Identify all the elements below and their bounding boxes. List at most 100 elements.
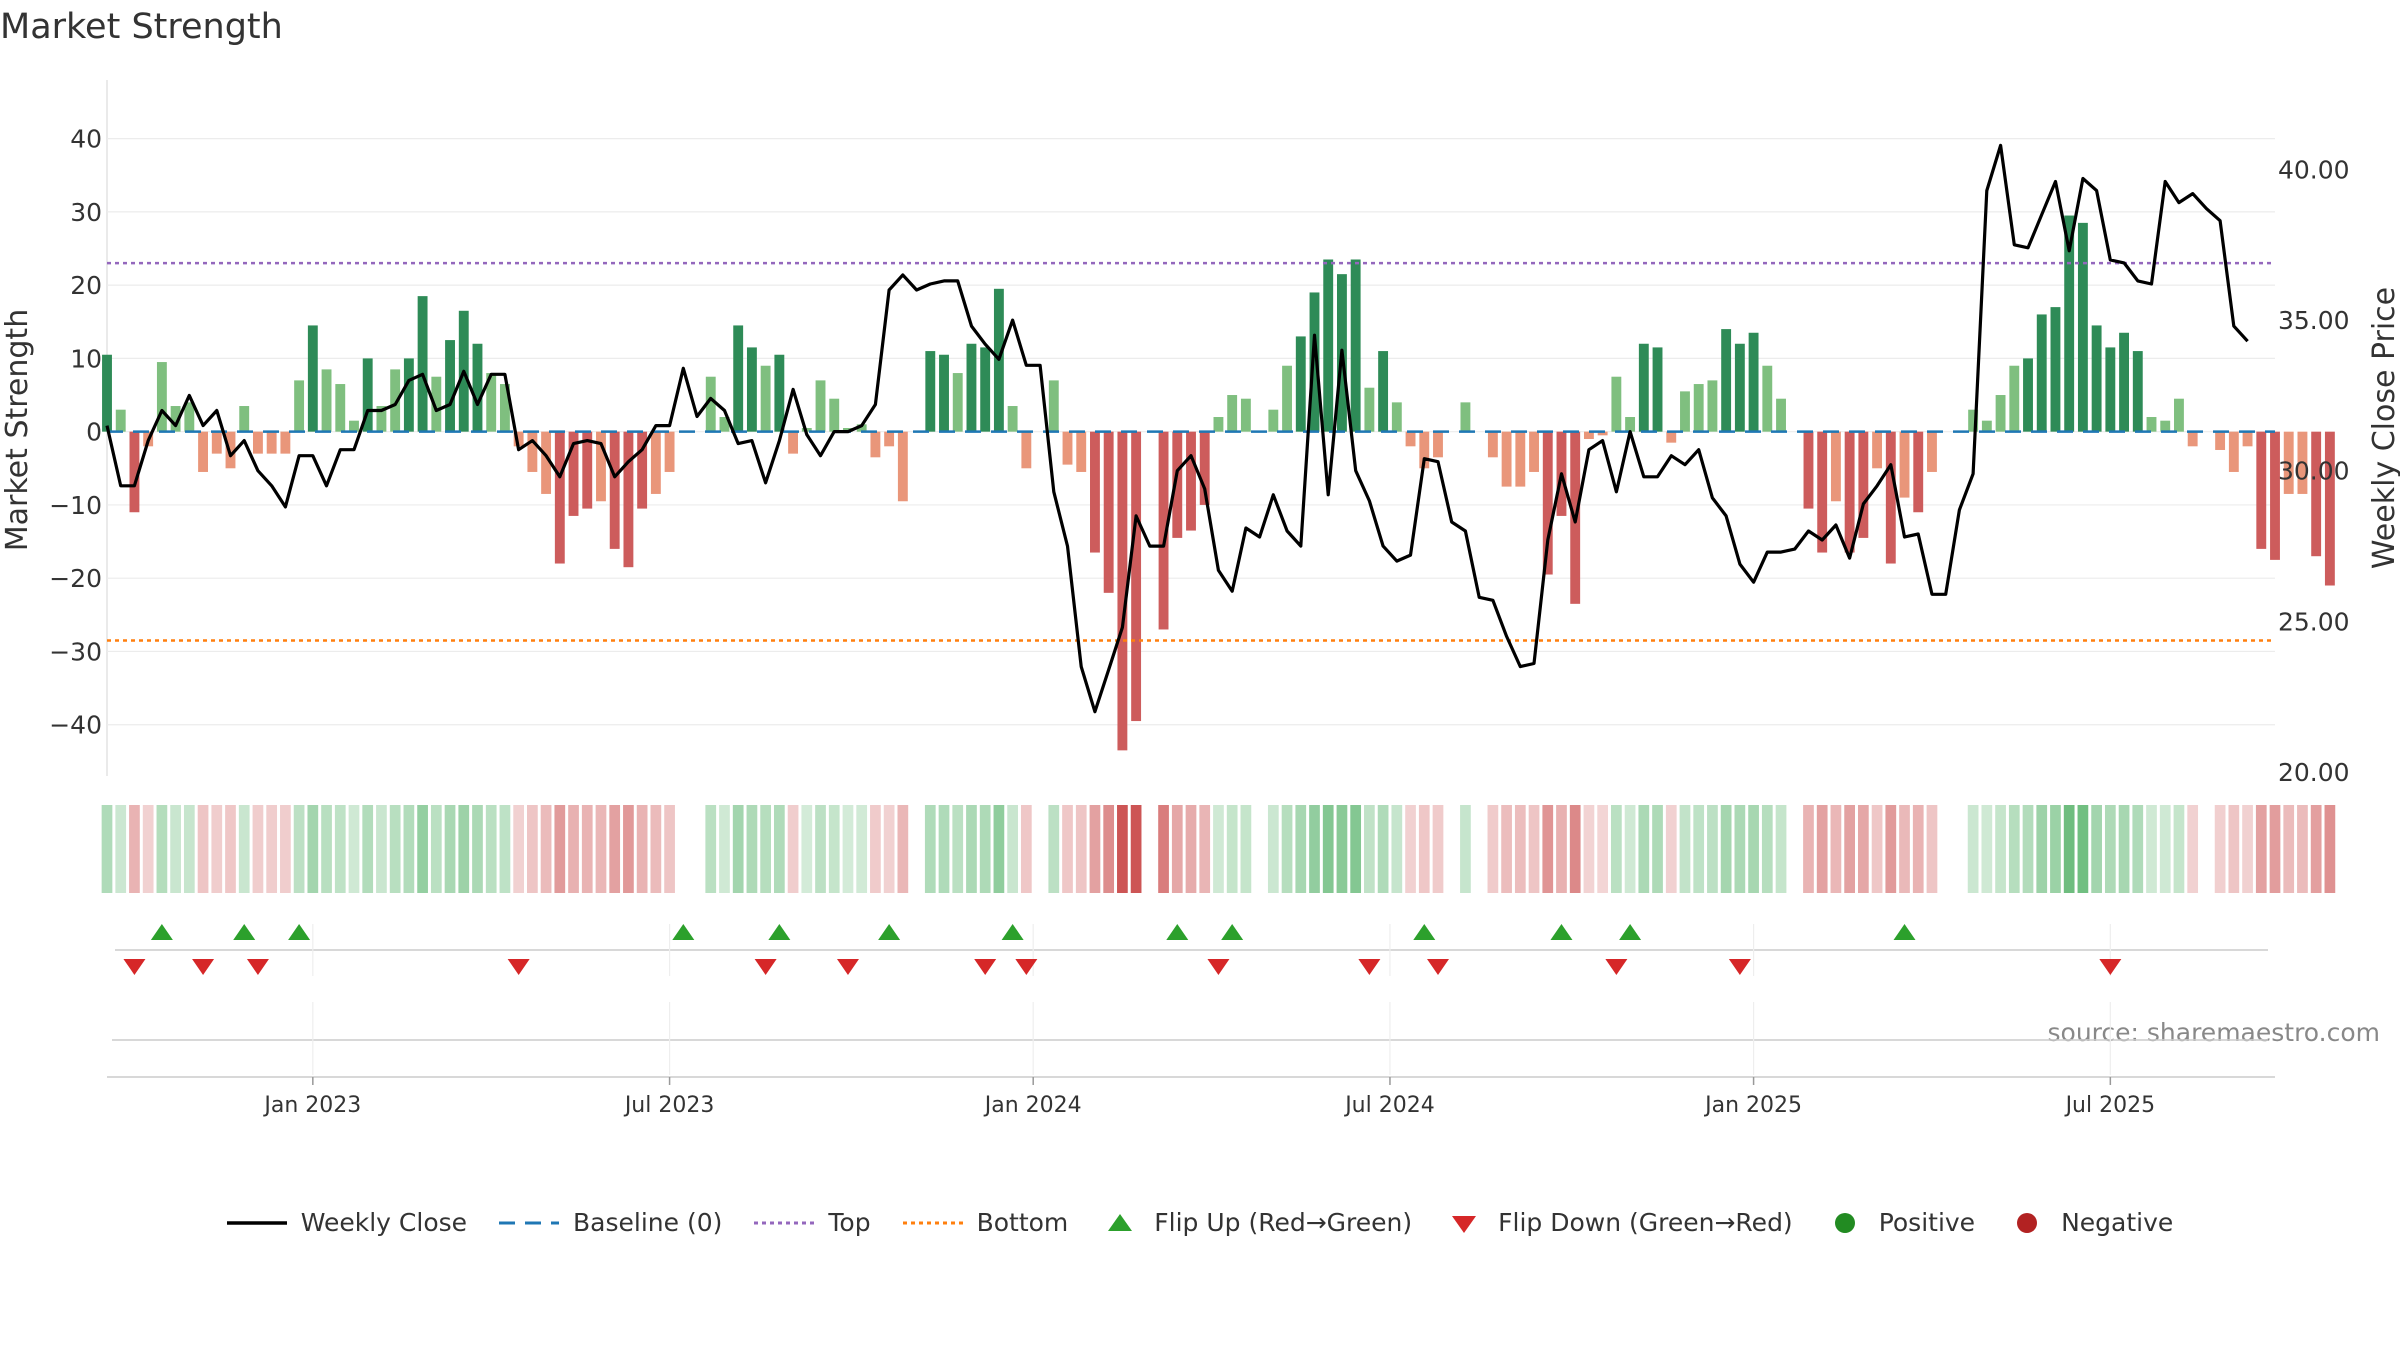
- y-left-tick-label: −30: [49, 637, 102, 666]
- strength-bar: [897, 431, 908, 502]
- heat-strip-cell: [485, 805, 497, 893]
- strength-bar: [1583, 431, 1594, 439]
- heat-strip-cell: [1377, 805, 1389, 893]
- strength-bar: [1748, 332, 1759, 432]
- heat-strip-cell: [2187, 805, 2199, 893]
- y-right-tick-label: 30.00: [2278, 457, 2350, 486]
- strength-bar: [760, 365, 771, 432]
- strength-bar: [1542, 431, 1553, 575]
- legend-label-weekly-close: Weekly Close: [300, 1208, 468, 1237]
- strength-bar: [280, 431, 291, 454]
- flip-up-marker: [1166, 924, 1189, 940]
- heat-strip-cell: [1775, 805, 1787, 893]
- strength-bar: [2119, 332, 2130, 432]
- heat-strip-cell: [1624, 805, 1636, 893]
- y-left-tick-label: −40: [49, 711, 102, 740]
- heat-strip-cell: [924, 805, 936, 893]
- flip-up-marker: [1893, 924, 1916, 940]
- heat-strip-cell: [1803, 805, 1814, 893]
- flip-down-marker: [1207, 959, 1230, 975]
- heat-strip-cell: [719, 805, 730, 893]
- weekly-close-line: [105, 143, 2249, 714]
- strength-bar: [1460, 402, 1471, 432]
- heat-strip-cell: [1267, 805, 1279, 893]
- legend-item-flip-up: Flip Up (Red→Green): [1100, 1208, 1412, 1237]
- strength-bar: [1323, 259, 1334, 432]
- flip-down-marker: [836, 959, 859, 975]
- strength-bar: [568, 431, 579, 516]
- x-tick-label: Jan 2024: [983, 1093, 1082, 1118]
- strength-bar: [129, 431, 140, 513]
- strength-bar: [843, 428, 853, 432]
- y-left-tick-label: 30: [70, 198, 102, 227]
- x-tick-label: Jul 2023: [623, 1093, 715, 1118]
- heat-strip-cell: [842, 805, 854, 893]
- strength-bar: [966, 343, 977, 432]
- strength-bar: [362, 358, 373, 432]
- heat-strip-cell: [2159, 805, 2171, 893]
- strength-bar: [1405, 431, 1416, 447]
- strength-bar: [952, 373, 963, 432]
- strength-bar: [1240, 398, 1251, 432]
- heat-strip-cell: [2269, 805, 2281, 893]
- x-tick-label: Jan 2025: [1703, 1093, 1802, 1118]
- flip-down-marker: [246, 959, 269, 975]
- strength-bar: [1844, 431, 1855, 553]
- y-left-tick-label: 0: [86, 418, 102, 447]
- heat-strip-cell: [815, 805, 826, 893]
- strength-bar: [499, 384, 510, 432]
- heat-strip-cell: [2242, 805, 2253, 893]
- heat-strip-cell: [1020, 805, 1032, 893]
- strength-bar: [1213, 417, 1224, 432]
- heat-strip-cell: [307, 805, 319, 893]
- heat-strip-cell: [1281, 805, 1293, 893]
- heat-strip-cell: [1322, 805, 1334, 893]
- chart-title: Market Strength: [0, 7, 283, 47]
- strength-bar: [1652, 347, 1663, 432]
- strength-bar: [2036, 314, 2047, 432]
- strength-bar: [664, 431, 675, 472]
- heat-strip-cell: [1158, 805, 1169, 893]
- heat-strip-cell: [540, 805, 552, 893]
- heat-strip-cell: [1611, 805, 1622, 893]
- weekly-close-line-swatch: [226, 1220, 287, 1225]
- heat-strip-cell: [1336, 805, 1348, 893]
- heat-strip-cell: [2008, 805, 2020, 893]
- strength-bar: [2215, 431, 2226, 450]
- heat-strip-cell: [1693, 805, 1705, 893]
- flip-down-marker: [1358, 959, 1381, 975]
- heat-strip-cell: [2324, 805, 2336, 893]
- triangle-down-icon: [1452, 1215, 1477, 1233]
- heat-strip-cell: [2118, 805, 2130, 893]
- strength-bar: [184, 402, 195, 432]
- strength-bar: [623, 431, 634, 568]
- legend-item-baseline: Baseline (0): [499, 1208, 722, 1237]
- y-axis-left-ticks: 40 30 20 10 0 −10 −20 −30 −40: [49, 125, 102, 740]
- strength-bar: [1707, 380, 1718, 432]
- heat-strip-cell: [1926, 805, 1938, 893]
- y-left-tick-label: 10: [70, 344, 102, 373]
- y-right-tick-label: 35.00: [2278, 306, 2350, 335]
- strength-bar: [1295, 336, 1306, 432]
- heat-strip-cell: [444, 805, 456, 893]
- heat-strip-cell: [1816, 805, 1828, 893]
- strength-bar: [1913, 431, 1924, 513]
- strength-bar: [225, 431, 236, 469]
- heat-strip-cell: [1418, 805, 1430, 893]
- heat-strip-cell: [1912, 805, 1924, 893]
- heat-strip-cell: [1652, 805, 1663, 893]
- y-left-tick-label: 40: [70, 125, 102, 154]
- heat-strip-cell: [129, 805, 140, 893]
- heat-strip-cell: [1432, 805, 1444, 893]
- strength-bar: [1693, 384, 1704, 432]
- negative-dot-icon: [2017, 1212, 2038, 1233]
- heat-strip-cell: [2297, 805, 2308, 893]
- strength-bar: [2187, 431, 2198, 447]
- y-left-tick-label: −20: [49, 564, 102, 593]
- strength-bar: [2105, 347, 2116, 432]
- heat-strip-cell: [142, 805, 154, 893]
- heat-strip-cell: [362, 805, 374, 893]
- heat-strip-cell: [1734, 805, 1746, 893]
- legend-label-positive: Positive: [1878, 1208, 1976, 1237]
- strength-bar: [1090, 431, 1100, 553]
